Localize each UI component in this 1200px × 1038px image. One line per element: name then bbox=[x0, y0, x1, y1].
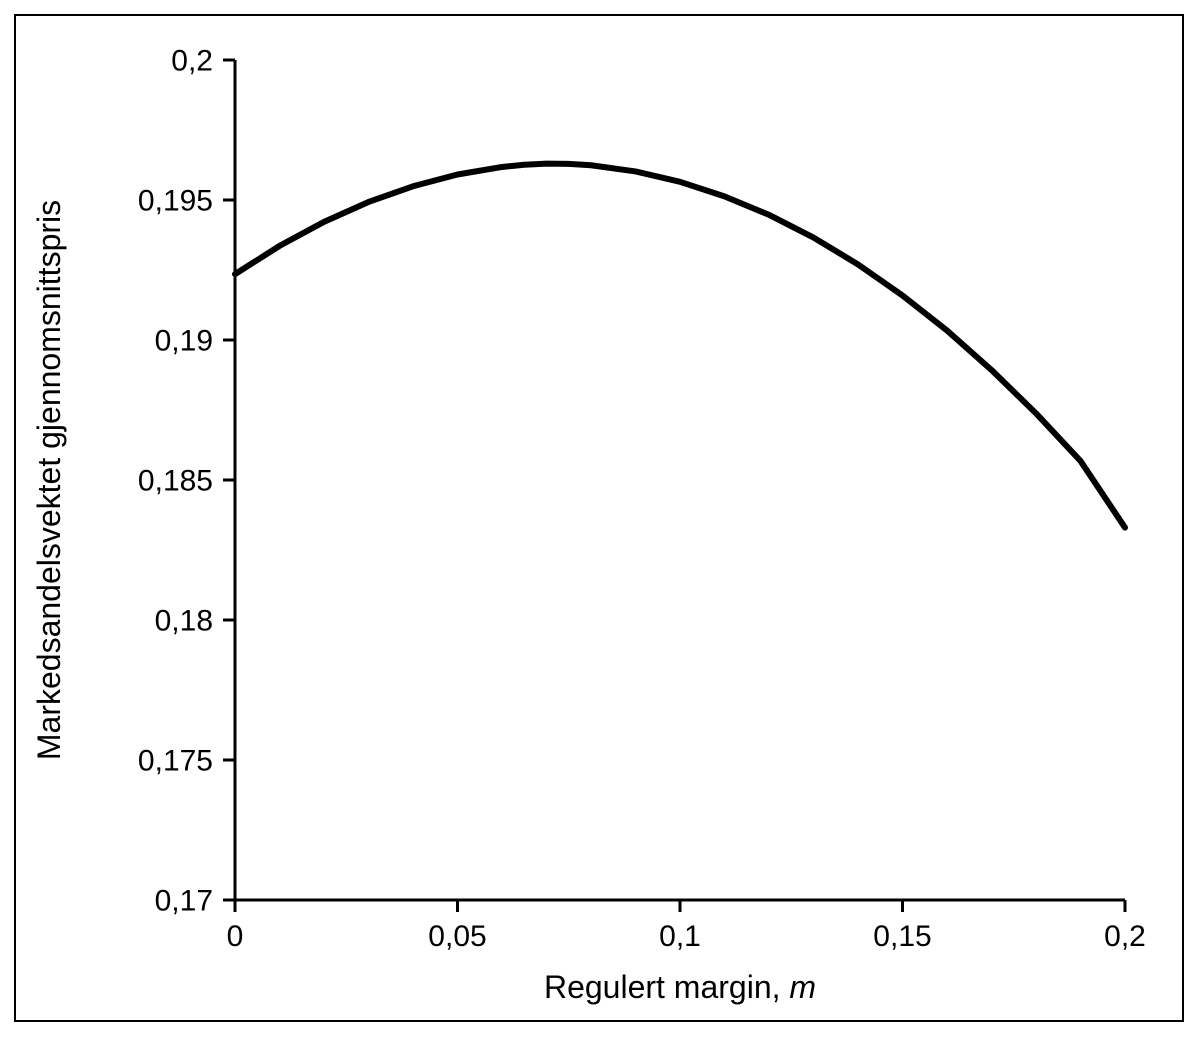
x-tick-label: 0,15 bbox=[873, 920, 931, 953]
x-tick-label: 0,05 bbox=[428, 920, 486, 953]
y-tick-label: 0,195 bbox=[138, 185, 213, 218]
y-tick-label: 0,17 bbox=[155, 885, 213, 918]
x-tick-label: 0 bbox=[227, 920, 244, 953]
y-tick-label: 0,185 bbox=[138, 465, 213, 498]
y-tick-label: 0,175 bbox=[138, 745, 213, 778]
line-chart: 0 0,05 0,1 0,15 0,2 0,17 0,175 0,18 0,185 0,19 0,1… bbox=[0, 0, 1200, 1038]
x-axis-label: Regulert margin, m bbox=[544, 969, 816, 1005]
y-tick-label: 0,2 bbox=[171, 45, 213, 78]
y-axis-label: Markedsandelsvektet gjennomsnittspris bbox=[31, 200, 67, 760]
x-tick-label: 0,1 bbox=[659, 920, 701, 953]
series-line bbox=[235, 164, 1125, 528]
y-tick-label: 0,18 bbox=[155, 605, 213, 638]
x-tick-label: 0,2 bbox=[1104, 920, 1146, 953]
y-tick-label: 0,19 bbox=[155, 325, 213, 358]
